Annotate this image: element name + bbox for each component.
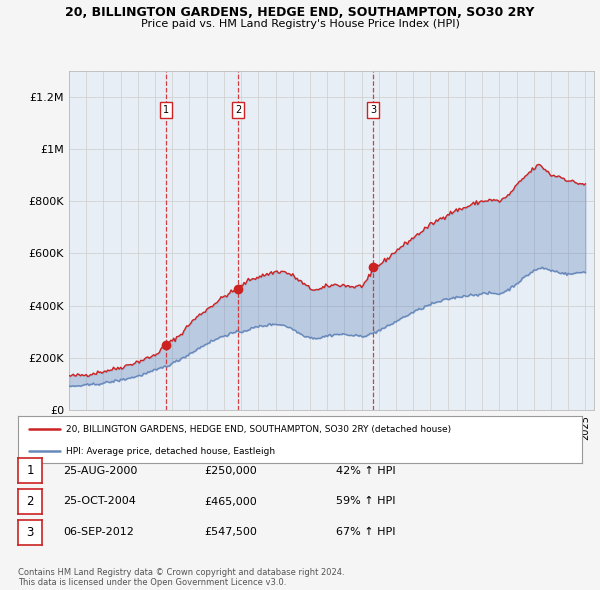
Text: £465,000: £465,000 bbox=[204, 497, 257, 506]
Text: 42% ↑ HPI: 42% ↑ HPI bbox=[336, 466, 395, 476]
Text: £547,500: £547,500 bbox=[204, 527, 257, 537]
Text: 1: 1 bbox=[26, 464, 34, 477]
Text: 1: 1 bbox=[163, 105, 169, 115]
Text: £250,000: £250,000 bbox=[204, 466, 257, 476]
Text: HPI: Average price, detached house, Eastleigh: HPI: Average price, detached house, East… bbox=[66, 447, 275, 456]
Text: 67% ↑ HPI: 67% ↑ HPI bbox=[336, 527, 395, 537]
Text: 59% ↑ HPI: 59% ↑ HPI bbox=[336, 497, 395, 506]
Text: Contains HM Land Registry data © Crown copyright and database right 2024.
This d: Contains HM Land Registry data © Crown c… bbox=[18, 568, 344, 587]
Text: 06-SEP-2012: 06-SEP-2012 bbox=[63, 527, 134, 537]
Text: 3: 3 bbox=[26, 526, 34, 539]
Text: 20, BILLINGTON GARDENS, HEDGE END, SOUTHAMPTON, SO30 2RY: 20, BILLINGTON GARDENS, HEDGE END, SOUTH… bbox=[65, 6, 535, 19]
Text: 2: 2 bbox=[26, 495, 34, 508]
Text: 20, BILLINGTON GARDENS, HEDGE END, SOUTHAMPTON, SO30 2RY (detached house): 20, BILLINGTON GARDENS, HEDGE END, SOUTH… bbox=[66, 425, 451, 434]
Text: 25-OCT-2004: 25-OCT-2004 bbox=[63, 497, 136, 506]
Text: 3: 3 bbox=[370, 105, 376, 115]
Text: 2: 2 bbox=[235, 105, 241, 115]
Text: Price paid vs. HM Land Registry's House Price Index (HPI): Price paid vs. HM Land Registry's House … bbox=[140, 19, 460, 29]
Text: 25-AUG-2000: 25-AUG-2000 bbox=[63, 466, 137, 476]
